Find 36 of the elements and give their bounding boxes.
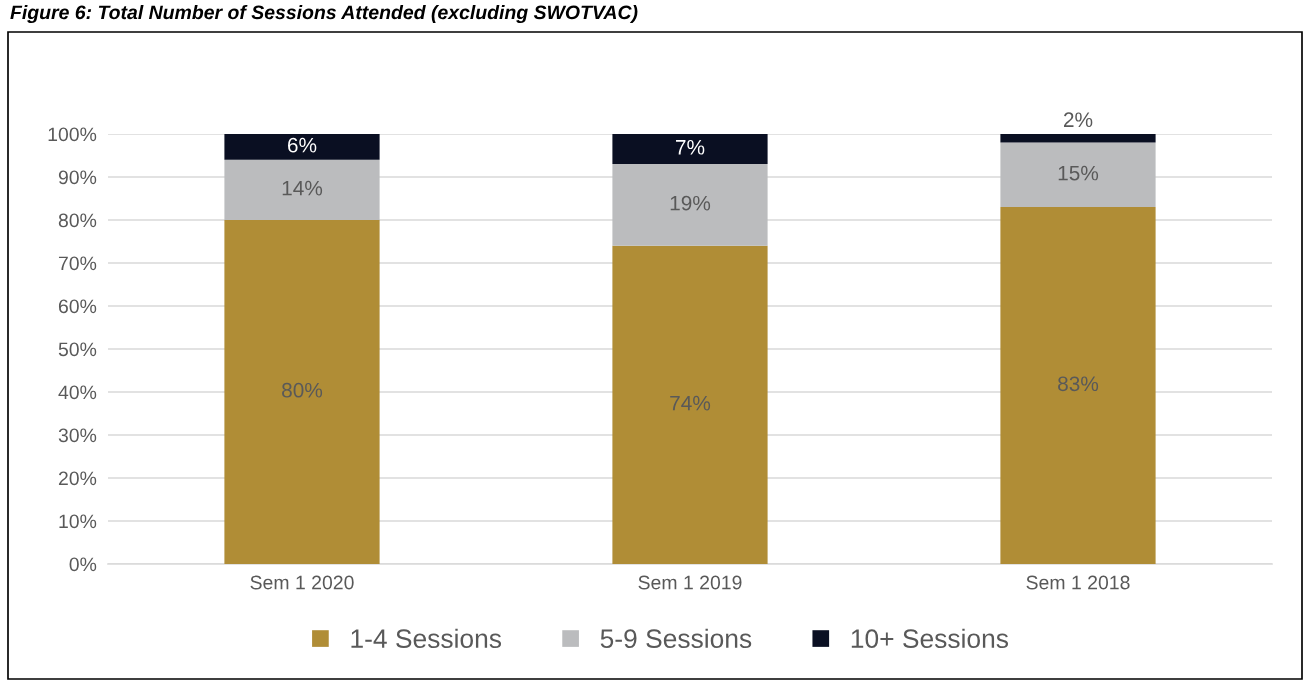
bar [1000,207,1156,564]
bar [224,220,380,564]
data-label: 2% [1063,112,1093,128]
x-tick-label: Sem 1 2018 [1026,575,1130,590]
bar [612,164,768,246]
chart-title: Figure 6: Total Number of Sessions Attended (excluding SWOTVAC) [10,4,638,24]
bar [612,245,768,564]
data-label: 6% [288,137,317,153]
data-label: 80% [282,382,323,398]
bar [612,134,768,165]
bar [224,159,380,220]
y-tick-label: 40% [58,385,97,400]
y-tick-label: 50% [58,342,97,357]
data-label: 74% [670,395,711,411]
bar [1000,134,1156,143]
legend-label: 1-4 Sessions [351,628,502,649]
data-label: 7% [676,139,705,155]
data-label: 19% [670,195,711,211]
y-tick-label: 70% [58,256,97,271]
y-tick-label: 90% [58,170,97,185]
y-tick-label: 80% [58,213,97,228]
y-tick-label: 30% [58,428,97,443]
y-tick-label: 20% [58,471,97,486]
legend-label: 10+ Sessions [851,628,1009,649]
x-tick-label: Sem 1 2019 [638,575,742,590]
legend-label: 5-9 Sessions [600,628,752,649]
data-label: 15% [1058,165,1099,181]
y-tick-label: 60% [58,299,97,314]
y-tick-label: 100% [48,127,97,142]
x-tick-label: Sem 1 2020 [250,575,354,590]
bar [224,134,380,160]
data-label: 83% [1058,376,1099,392]
y-tick-label: 0% [69,557,97,572]
y-tick-label: 10% [59,514,97,529]
data-label: 14% [282,180,323,196]
bar [1000,142,1156,208]
